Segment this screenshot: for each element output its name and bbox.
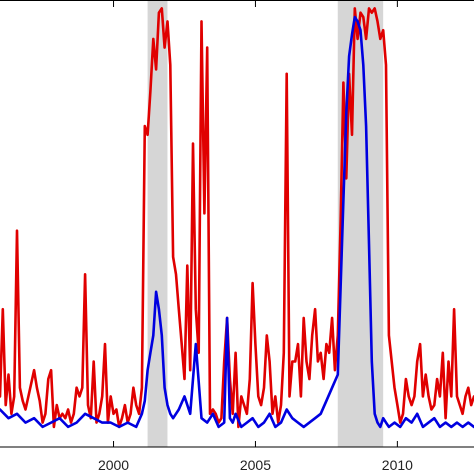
series-line-0 [0,7,474,429]
series-layer [0,7,474,429]
x-ticks: 2000 2005 2010 [98,0,413,473]
x-tick-label-1: 2005 [240,457,271,473]
series-line-1 [0,15,474,429]
x-tick-label-2: 2010 [382,457,413,473]
axes [0,0,474,448]
x-tick-label-0: 2000 [98,457,129,473]
shaded-period-1 [337,0,384,447]
